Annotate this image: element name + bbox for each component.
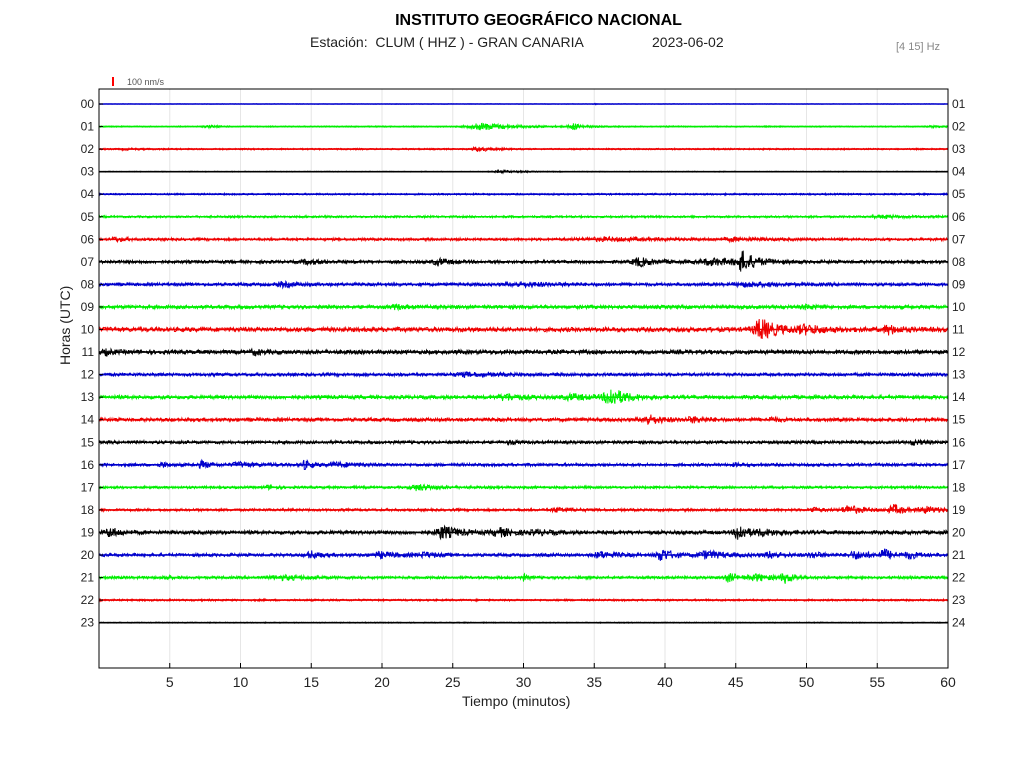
hour-label-right: 16 [952,435,966,449]
hour-label-right: 06 [952,210,966,224]
hour-label-left: 12 [81,368,95,382]
hour-label-left: 14 [81,413,95,427]
x-tick-label: 5 [166,674,174,690]
hour-label-right: 22 [952,571,966,585]
hour-label-left: 22 [81,593,95,607]
x-tick-label: 55 [869,674,885,690]
hour-label-left: 08 [81,277,95,291]
date-label: 2023-06-02 [652,34,724,50]
hour-label-left: 20 [81,548,95,562]
hour-label-right: 04 [952,165,966,179]
hour-label-left: 06 [81,232,95,246]
filter-band-label: [4 15] Hz [896,41,941,53]
hour-label-right: 14 [952,390,966,404]
scale-bar-label: 100 nm/s [127,77,165,87]
hour-label-right: 13 [952,368,966,382]
y-axis-label: Horas (UTC) [57,285,73,365]
hour-label-right: 11 [952,323,965,337]
scale-bar-mark [112,77,114,86]
hour-label-right: 21 [952,548,966,562]
hour-label-right: 17 [952,458,966,472]
hour-label-left: 00 [81,97,95,111]
x-tick-label: 25 [445,674,461,690]
x-tick-label: 10 [233,674,249,690]
hour-label-left: 23 [81,616,95,630]
trace-hour-11 [98,347,949,358]
hour-label-left: 11 [82,345,95,359]
x-tick-label: 20 [374,674,390,690]
hour-label-right: 08 [952,255,966,269]
hour-label-left: 17 [81,480,95,494]
x-tick-label: 45 [728,674,744,690]
hour-label-left: 02 [81,142,95,156]
hour-label-left: 13 [81,390,95,404]
hour-label-left: 04 [81,187,95,201]
x-tick-label: 15 [303,674,319,690]
grid-layer [169,89,878,668]
x-axis-label: Tiempo (minutos) [462,693,571,709]
trace-hour-07 [98,250,949,272]
hour-label-left: 05 [81,210,95,224]
x-tick-label: 50 [799,674,815,690]
hour-label-left: 09 [81,300,95,314]
hour-label-left: 19 [81,525,95,539]
x-tick-label: 40 [657,674,673,690]
chart-title: INSTITUTO GEOGRÁFICO NACIONAL [395,12,682,29]
hour-label-right: 02 [952,120,966,134]
hour-label-left: 15 [81,435,95,449]
hour-label-left: 07 [81,255,95,269]
station-label: Estación: CLUM ( HHZ ) - GRAN CANARIA [310,34,584,50]
hour-label-right: 10 [952,300,966,314]
hour-label-left: 18 [81,503,95,517]
hour-label-right: 19 [952,503,966,517]
hour-label-left: 03 [81,165,95,179]
hour-label-left: 01 [81,120,95,134]
hour-label-right: 20 [952,525,966,539]
scale-bar: 100 nm/s [112,77,165,87]
hour-label-right: 01 [952,97,966,111]
hour-label-right: 15 [952,413,966,427]
hour-label-right: 24 [952,616,966,630]
hour-label-right: 09 [952,277,966,291]
hour-label-left: 21 [81,571,95,585]
trace-layer [98,102,949,625]
hour-label-right: 07 [952,232,966,246]
hour-label-right: 05 [952,187,966,201]
hour-label-right: 18 [952,480,966,494]
hour-label-left: 10 [81,323,95,337]
hour-label-left: 16 [81,458,95,472]
hour-label-right: 03 [952,142,966,156]
x-tick-label: 35 [586,674,602,690]
x-tick-label: 30 [516,674,532,690]
hour-label-right: 12 [952,345,966,359]
hour-label-right: 23 [952,593,966,607]
x-tick-label: 60 [940,674,956,690]
axis-layer: 5 10 15 20 25 30 35 40 45 50 55 60 00 01 01 02 02 03 03 04 0… [81,97,966,690]
